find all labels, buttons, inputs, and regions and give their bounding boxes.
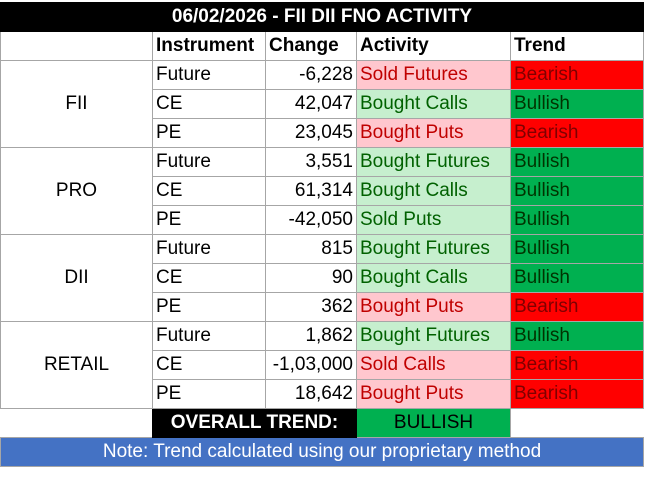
note-row: Note: Trend calculated using our proprie… xyxy=(0,437,644,467)
activity-cell[interactable]: Bought Futures xyxy=(356,147,511,177)
activity-cell[interactable]: Bought Calls xyxy=(356,89,511,119)
trend-cell[interactable]: Bullish xyxy=(510,89,644,119)
activity-cell[interactable]: Sold Calls xyxy=(356,350,511,380)
change-cell[interactable]: 1,862 xyxy=(265,321,357,351)
group-label[interactable]: RETAIL xyxy=(0,321,153,409)
overall-trend-label[interactable]: OVERALL TREND: xyxy=(152,408,357,438)
table-row: CE 90 Bought Calls Bullish xyxy=(1,263,644,293)
instrument-cell[interactable]: PE xyxy=(152,379,266,409)
activity-cell[interactable]: Sold Futures xyxy=(356,60,511,90)
activity-cell[interactable]: Bought Futures xyxy=(356,321,511,351)
table-row: PE 18,642 Bought Puts Bearish xyxy=(1,379,644,409)
activity-cell[interactable]: Bought Calls xyxy=(356,263,511,293)
overall-trend-value[interactable]: BULLISH xyxy=(356,408,511,438)
trend-cell[interactable]: Bearish xyxy=(510,379,644,409)
change-cell[interactable]: 362 xyxy=(265,292,357,322)
change-cell[interactable]: 18,642 xyxy=(265,379,357,409)
footnote[interactable]: Note: Trend calculated using our proprie… xyxy=(0,437,644,467)
trend-cell[interactable]: Bullish xyxy=(510,176,644,206)
instrument-cell[interactable]: Future xyxy=(152,60,266,90)
trend-cell[interactable]: Bearish xyxy=(510,350,644,380)
change-cell[interactable]: -42,050 xyxy=(265,205,357,235)
activity-cell[interactable]: Bought Futures xyxy=(356,234,511,264)
instrument-cell[interactable]: PE xyxy=(152,205,266,235)
trend-cell[interactable]: Bearish xyxy=(510,292,644,322)
trend-cell[interactable]: Bearish xyxy=(510,60,644,90)
trend-cell[interactable]: Bullish xyxy=(510,263,644,293)
change-cell[interactable]: 815 xyxy=(265,234,357,264)
header-trend[interactable]: Trend xyxy=(510,31,644,61)
fno-activity-table: 06/02/2026 - FII DII FNO ACTIVITY Instru… xyxy=(0,2,644,467)
overall-trailing-cell[interactable] xyxy=(511,409,644,438)
table-row: FII Future -6,228 Sold Futures Bearish xyxy=(0,60,644,148)
change-cell[interactable]: 90 xyxy=(265,263,357,293)
title-row: 06/02/2026 - FII DII FNO ACTIVITY xyxy=(0,2,644,32)
table-row: DII Future 815 Bought Futures Bullish xyxy=(0,234,644,322)
instrument-cell[interactable]: CE xyxy=(152,263,266,293)
trend-cell[interactable]: Bullish xyxy=(510,147,644,177)
group-label[interactable]: FII xyxy=(0,60,153,148)
overall-row: OVERALL TREND: BULLISH xyxy=(1,408,644,438)
table-row: CE 61,314 Bought Calls Bullish xyxy=(1,176,644,206)
activity-cell[interactable]: Sold Puts xyxy=(356,205,511,235)
header-instrument[interactable]: Instrument xyxy=(152,31,266,61)
instrument-cell[interactable]: CE xyxy=(152,350,266,380)
header-row: Instrument Change Activity Trend xyxy=(0,31,644,61)
activity-cell[interactable]: Bought Puts xyxy=(356,379,511,409)
table-row: PE 23,045 Bought Puts Bearish xyxy=(1,118,644,148)
table-row: PE 362 Bought Puts Bearish xyxy=(1,292,644,322)
change-cell[interactable]: 61,314 xyxy=(265,176,357,206)
instrument-cell[interactable]: CE xyxy=(152,89,266,119)
instrument-cell[interactable]: Future xyxy=(152,234,266,264)
instrument-cell[interactable]: Future xyxy=(152,147,266,177)
header-blank-cell[interactable] xyxy=(0,31,153,61)
change-cell[interactable]: 3,551 xyxy=(265,147,357,177)
table-row: PE -42,050 Sold Puts Bullish xyxy=(1,205,644,235)
trend-cell[interactable]: Bearish xyxy=(510,118,644,148)
activity-cell[interactable]: Bought Calls xyxy=(356,176,511,206)
group-label[interactable]: PRO xyxy=(0,147,153,235)
header-activity[interactable]: Activity xyxy=(356,31,511,61)
instrument-cell[interactable]: PE xyxy=(152,118,266,148)
table-row: CE 42,047 Bought Calls Bullish xyxy=(1,89,644,119)
activity-cell[interactable]: Bought Puts xyxy=(356,292,511,322)
change-cell[interactable]: -1,03,000 xyxy=(265,350,357,380)
change-cell[interactable]: -6,228 xyxy=(265,60,357,90)
trend-cell[interactable]: Bullish xyxy=(510,205,644,235)
overall-blank-cell[interactable] xyxy=(1,409,153,438)
instrument-cell[interactable]: Future xyxy=(152,321,266,351)
instrument-cell[interactable]: CE xyxy=(152,176,266,206)
trend-cell[interactable]: Bullish xyxy=(510,234,644,264)
instrument-cell[interactable]: PE xyxy=(152,292,266,322)
group-label[interactable]: DII xyxy=(0,234,153,322)
change-cell[interactable]: 42,047 xyxy=(265,89,357,119)
activity-cell[interactable]: Bought Puts xyxy=(356,118,511,148)
table-row: RETAIL Future 1,862 Bought Futures Bullish xyxy=(0,321,644,409)
table-row: PRO Future 3,551 Bought Futures Bullish xyxy=(0,147,644,235)
sheet-title[interactable]: 06/02/2026 - FII DII FNO ACTIVITY xyxy=(0,2,644,32)
header-change[interactable]: Change xyxy=(265,31,357,61)
change-cell[interactable]: 23,045 xyxy=(265,118,357,148)
trend-cell[interactable]: Bullish xyxy=(510,321,644,351)
